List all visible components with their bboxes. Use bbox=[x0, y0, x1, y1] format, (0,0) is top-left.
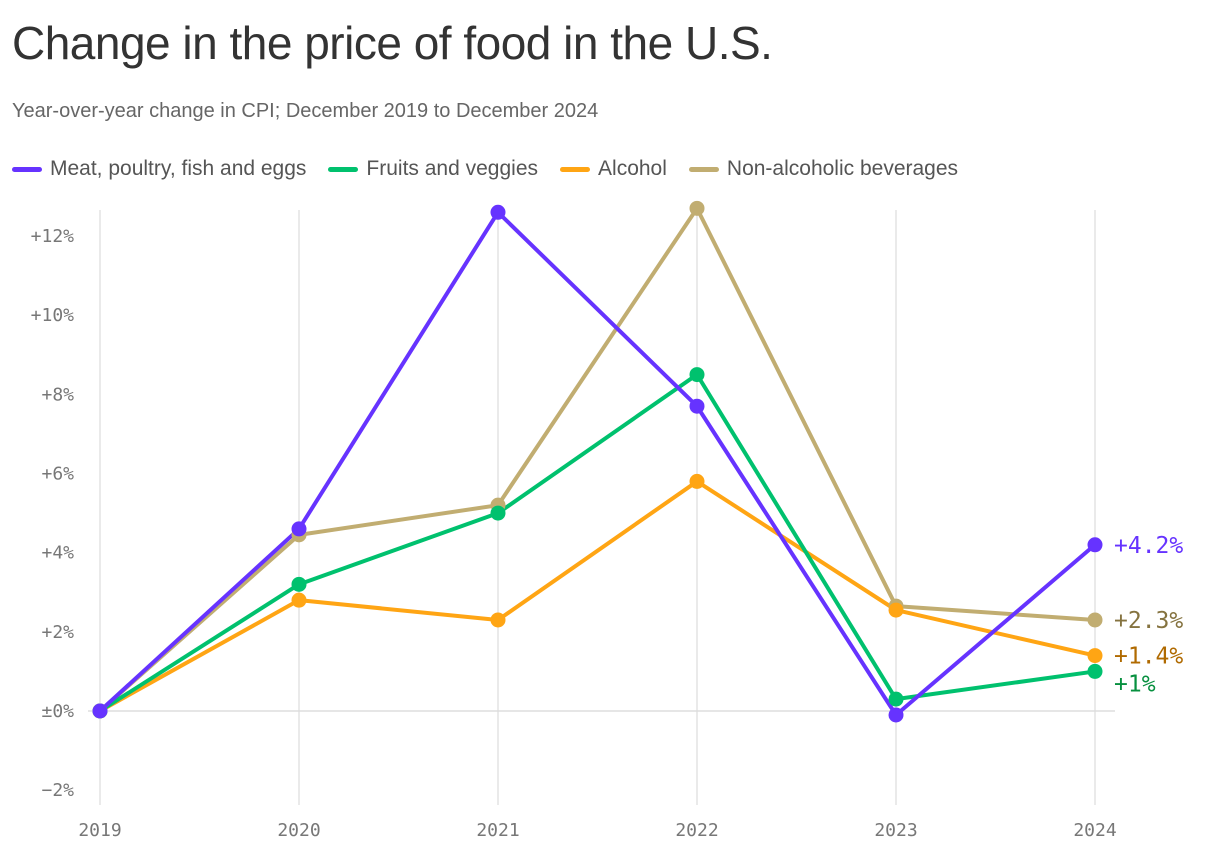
legend-swatch bbox=[560, 166, 591, 172]
legend: Meat, poultry, fish and eggs Fruits and v… bbox=[12, 157, 958, 181]
data-point bbox=[1087, 663, 1103, 679]
x-tick-label: 2020 bbox=[277, 820, 320, 841]
y-tick-label: +6% bbox=[41, 464, 74, 485]
data-point bbox=[1087, 612, 1103, 628]
x-tick-label: 2023 bbox=[874, 820, 917, 841]
legend-swatch bbox=[12, 166, 42, 172]
data-point bbox=[1087, 648, 1103, 664]
legend-item: Non-alcoholic beverages bbox=[688, 157, 959, 181]
chart-title: Change in the price of food in the U.S. bbox=[12, 17, 773, 69]
y-tick-label: +10% bbox=[31, 305, 75, 326]
data-point bbox=[888, 602, 904, 618]
data-point bbox=[888, 707, 904, 723]
chart-subtitle: Year-over-year change in CPI; December 2… bbox=[12, 100, 599, 122]
data-point bbox=[291, 576, 307, 592]
legend-label: Fruits and veggies bbox=[366, 157, 539, 180]
legend-item: Fruits and veggies bbox=[328, 157, 538, 181]
data-point bbox=[291, 521, 307, 537]
data-point bbox=[490, 612, 506, 628]
series-line bbox=[98, 210, 1097, 717]
data-point bbox=[92, 703, 108, 719]
x-tick-label: 2019 bbox=[78, 820, 121, 841]
legend-label: Meat, poultry, fish and eggs bbox=[50, 157, 307, 180]
legend-swatch bbox=[328, 166, 359, 172]
data-point bbox=[888, 691, 904, 707]
data-point bbox=[490, 505, 506, 521]
series-line bbox=[98, 206, 1096, 713]
series-line bbox=[98, 372, 1096, 713]
legend-label: Non-alcoholic beverages bbox=[726, 157, 959, 180]
y-tick-label: −2% bbox=[41, 780, 74, 801]
data-point bbox=[689, 200, 705, 216]
end-value-label: +2.3% bbox=[1114, 608, 1183, 634]
end-value-label: +4.2% bbox=[1114, 533, 1183, 559]
x-tick-label: 2022 bbox=[675, 820, 718, 841]
y-tick-label: +4% bbox=[41, 543, 74, 564]
legend-item: Alcohol bbox=[560, 157, 667, 181]
data-point bbox=[490, 204, 506, 220]
data-point bbox=[1087, 537, 1103, 553]
data-point bbox=[291, 592, 307, 608]
data-point bbox=[689, 398, 705, 414]
end-value-label: +1% bbox=[1114, 671, 1156, 697]
y-tick-label: ±0% bbox=[41, 701, 74, 722]
y-tick-label: +12% bbox=[31, 226, 75, 247]
y-tick-label: +2% bbox=[41, 622, 74, 643]
data-point bbox=[689, 473, 705, 489]
x-tick-label: 2021 bbox=[476, 820, 519, 841]
data-point bbox=[689, 367, 705, 383]
series-line bbox=[99, 479, 1096, 713]
legend-item: Meat, poultry, fish and eggs bbox=[12, 157, 306, 181]
end-value-label: +1.4% bbox=[1114, 644, 1183, 670]
legend-label: Alcohol bbox=[598, 157, 667, 180]
y-tick-label: +8% bbox=[41, 384, 74, 405]
legend-swatch bbox=[688, 166, 719, 172]
x-tick-label: 2024 bbox=[1073, 820, 1116, 841]
